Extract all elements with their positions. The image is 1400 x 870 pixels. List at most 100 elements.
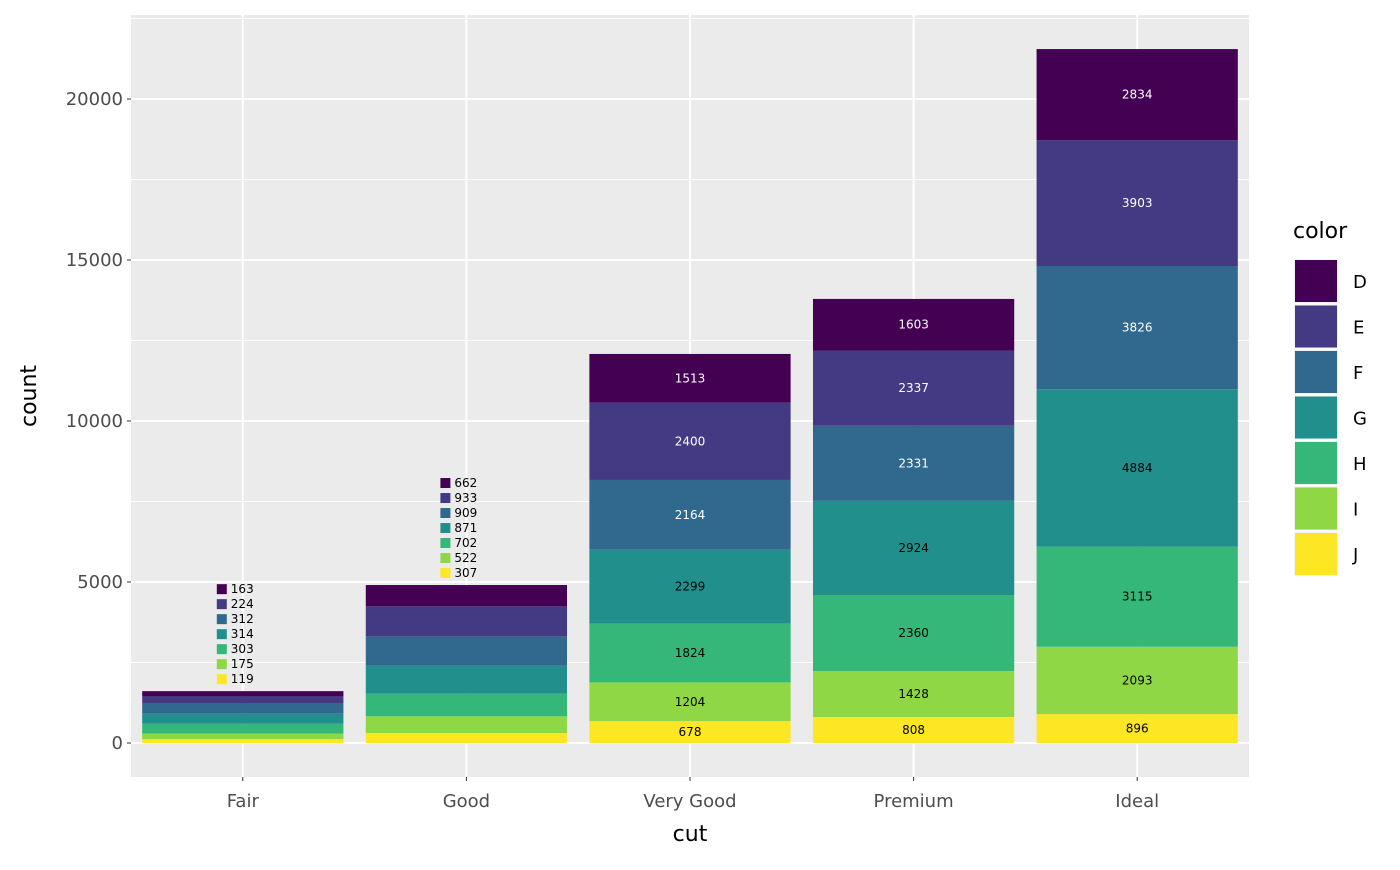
data-label: 2337 bbox=[898, 381, 929, 395]
bar-segment-G bbox=[1036, 389, 1238, 547]
data-label: 1824 bbox=[675, 646, 706, 660]
axes: 0 5000 10000 15000 20000 Fair Good Very Good Pre… bbox=[66, 89, 1159, 812]
bar-segment-G bbox=[365, 665, 568, 694]
bar-segment-D bbox=[589, 353, 791, 403]
data-label: 3826 bbox=[1122, 321, 1153, 335]
data-label-swatch-E bbox=[440, 493, 451, 504]
x-tick-label: Premium bbox=[874, 791, 954, 812]
data-label: 175 bbox=[231, 657, 254, 671]
bar-segment-D bbox=[1036, 49, 1238, 141]
x-axis-title: cut bbox=[673, 822, 708, 847]
y-tick-label: 20000 bbox=[66, 89, 123, 110]
bar-segment-F bbox=[812, 425, 1015, 501]
bar-segment-J bbox=[812, 716, 1015, 743]
y-tick-label: 0 bbox=[112, 733, 123, 754]
bar-segment-J bbox=[1036, 714, 1238, 743]
data-label: 909 bbox=[454, 506, 477, 520]
data-label-swatch-E bbox=[216, 599, 227, 610]
bar-segment-E bbox=[812, 350, 1015, 426]
data-label-swatch-J bbox=[216, 674, 227, 685]
legend-key-I bbox=[1295, 487, 1337, 530]
data-labels: 1191753033143122241633075227028719099336… bbox=[216, 88, 1153, 739]
data-label: 163 bbox=[231, 582, 254, 596]
bar-segment-D bbox=[365, 585, 568, 607]
legend-key-J bbox=[1295, 533, 1337, 575]
data-label-swatch-H bbox=[440, 538, 451, 549]
bar-segment-E bbox=[365, 606, 568, 637]
data-label: 1428 bbox=[898, 687, 929, 701]
bar-segment-F bbox=[142, 703, 344, 714]
bar-segment-J bbox=[365, 733, 568, 743]
data-label: 702 bbox=[454, 536, 477, 550]
legend-label: I bbox=[1353, 500, 1358, 521]
data-label-swatch-H bbox=[216, 644, 227, 655]
data-label: 2360 bbox=[898, 626, 929, 640]
y-tick-label: 15000 bbox=[66, 250, 123, 271]
legend-label: F bbox=[1353, 363, 1363, 384]
bar-segment-G bbox=[812, 500, 1015, 596]
legend-key-E bbox=[1295, 305, 1337, 348]
bar-segment-E bbox=[1036, 140, 1238, 266]
data-label: 933 bbox=[454, 491, 477, 505]
data-label: 1603 bbox=[898, 318, 929, 332]
legend-label: J bbox=[1352, 545, 1358, 566]
data-label: 2093 bbox=[1122, 673, 1153, 687]
y-tick-label: 10000 bbox=[66, 411, 123, 432]
data-label: 808 bbox=[902, 723, 925, 737]
x-tick-label: Ideal bbox=[1115, 791, 1159, 812]
bar-segment-G bbox=[589, 549, 791, 624]
legend-label: D bbox=[1353, 272, 1367, 293]
data-label-swatch-G bbox=[216, 629, 227, 640]
bar-segment-I bbox=[142, 733, 344, 740]
bar-segment-I bbox=[1036, 646, 1238, 715]
data-label-swatch-D bbox=[216, 584, 227, 595]
legend-label: E bbox=[1353, 318, 1364, 339]
bar-segment-H bbox=[142, 723, 344, 734]
legend-label: G bbox=[1353, 409, 1367, 430]
data-label: 224 bbox=[231, 597, 254, 611]
data-label: 4884 bbox=[1122, 461, 1153, 475]
bar-segment-J bbox=[589, 721, 791, 743]
x-tick-label: Very Good bbox=[643, 791, 736, 812]
data-label-swatch-F bbox=[440, 508, 451, 519]
legend-label: H bbox=[1353, 454, 1367, 475]
bar-segment-H bbox=[589, 623, 791, 683]
data-label: 2834 bbox=[1122, 88, 1153, 102]
data-label: 119 bbox=[231, 672, 254, 686]
data-label: 314 bbox=[231, 627, 254, 641]
bar-segment-G bbox=[142, 713, 344, 724]
bar-segment-F bbox=[365, 636, 568, 666]
bar-segment-I bbox=[812, 670, 1015, 717]
data-label: 522 bbox=[454, 551, 477, 565]
data-label-swatch-G bbox=[440, 523, 451, 534]
data-label: 2924 bbox=[898, 541, 929, 555]
bar-segment-E bbox=[589, 402, 791, 480]
bar-segment-E bbox=[142, 696, 344, 704]
data-label: 312 bbox=[231, 612, 254, 626]
legend-key-H bbox=[1295, 442, 1337, 484]
data-label-swatch-I bbox=[216, 659, 227, 670]
legend-key-D bbox=[1295, 260, 1337, 302]
y-tick-label: 5000 bbox=[77, 572, 123, 593]
bar-segment-I bbox=[589, 682, 791, 722]
legend-title: color bbox=[1293, 219, 1348, 244]
data-label: 678 bbox=[679, 725, 702, 739]
data-label-swatch-D bbox=[440, 478, 451, 489]
data-label: 307 bbox=[454, 566, 477, 580]
data-label: 2400 bbox=[675, 434, 706, 448]
bar-segment-H bbox=[365, 693, 568, 717]
data-label-swatch-J bbox=[440, 568, 451, 579]
bar-segment-F bbox=[589, 479, 791, 550]
y-axis-title: count bbox=[17, 365, 42, 427]
data-label: 2331 bbox=[898, 456, 929, 470]
bars bbox=[142, 49, 1238, 743]
bar-segment-H bbox=[1036, 546, 1238, 647]
bar-segment-J bbox=[142, 739, 344, 743]
data-label: 3903 bbox=[1122, 196, 1153, 210]
data-label: 871 bbox=[454, 521, 477, 535]
bar-segment-I bbox=[365, 716, 568, 734]
bar-segment-D bbox=[812, 298, 1015, 351]
data-label: 2299 bbox=[675, 580, 706, 594]
x-tick-label: Fair bbox=[227, 791, 260, 812]
